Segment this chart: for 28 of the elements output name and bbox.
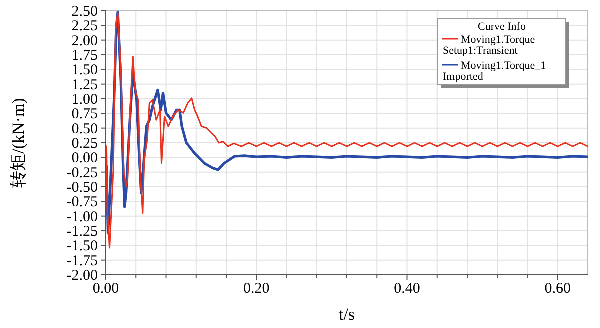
y-tick-label: -1.50 <box>66 238 98 255</box>
y-tick-label: 2.50 <box>72 4 98 20</box>
y-tick-label: 0.50 <box>72 121 98 138</box>
y-tick-label: -1.00 <box>66 209 98 226</box>
y-tick-label: 2.25 <box>72 18 98 35</box>
y-tick-label: -1.75 <box>66 253 98 270</box>
y-tick-label: 1.50 <box>72 62 98 79</box>
y-tick-label: -1.25 <box>66 224 98 240</box>
x-tick-label: 0.60 <box>544 281 571 297</box>
y-tick-label: 1.75 <box>72 48 98 64</box>
legend-label: Moving1.Torque_1 Imported <box>443 60 546 83</box>
y-tick-label: -0.25 <box>66 165 98 182</box>
y-tick-label: -0.50 <box>66 180 98 196</box>
y-axis-title: 转矩/(kN·m) <box>9 98 28 188</box>
y-tick-label: -2.00 <box>66 268 98 284</box>
x-tick-label: 0.00 <box>92 281 120 297</box>
x-axis-title: t/s <box>338 305 356 324</box>
y-tick-label: 0.25 <box>72 136 98 152</box>
y-tick-label: 1.00 <box>72 92 98 108</box>
y-tick-label: -0.75 <box>66 194 98 211</box>
legend-label: Moving1.Torque Setup1:Transient <box>443 34 536 57</box>
y-tick-label: 2.00 <box>72 33 98 50</box>
y-tick-label: 0.75 <box>72 106 98 123</box>
x-tick-label: 0.20 <box>244 281 270 297</box>
y-tick-label: 0.00 <box>72 150 98 167</box>
legend-title: Curve Info <box>478 21 526 33</box>
y-tick-label: 1.25 <box>72 77 98 94</box>
x-tick-label: 0.40 <box>394 281 420 297</box>
